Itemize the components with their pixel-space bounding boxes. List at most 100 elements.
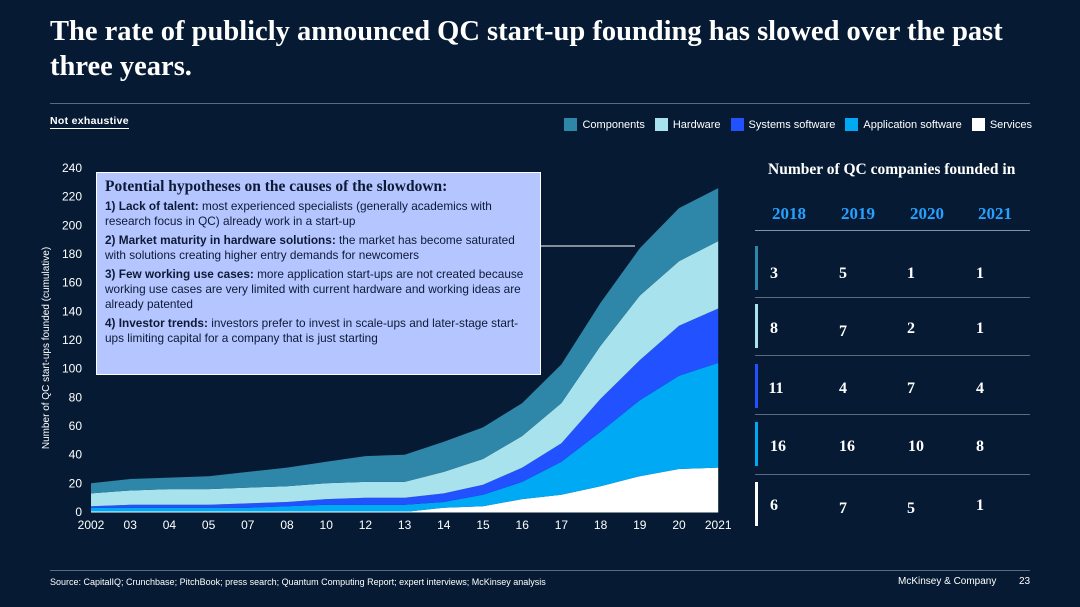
area-layer: [91, 188, 719, 512]
hypothesis-item: 2) Market maturity in hardware solutions…: [105, 233, 532, 263]
table-cell: 3: [770, 265, 778, 282]
hypothesis-text: more application start-ups are not creat…: [105, 267, 524, 311]
y-tick-label: 60: [69, 419, 83, 433]
y-tick-label: 140: [62, 304, 82, 318]
area-series-components: [91, 188, 719, 494]
x-tick-label: 20: [672, 518, 686, 532]
row-color-bar-services: [755, 482, 758, 526]
y-tick-label: 160: [62, 276, 82, 290]
side-table-title: Number of QC companies founded in: [768, 161, 1016, 178]
y-tick-label: 180: [62, 247, 82, 261]
table-cell: 6: [770, 497, 778, 514]
x-tick-label: 12: [359, 518, 373, 532]
hypothesis-heading: 4) Investor trends:: [105, 316, 208, 330]
table-cell: 16: [770, 438, 786, 455]
x-tick-label: 15: [476, 518, 490, 532]
y-tick-label: 40: [69, 448, 83, 462]
y-tick-label: 20: [69, 476, 83, 490]
area-series-application-software: [91, 362, 719, 512]
x-tick-label: 13: [398, 518, 412, 532]
x-tick-label: 17: [555, 518, 569, 532]
table-cell: 7: [839, 500, 847, 517]
legend-label: Application software: [863, 118, 962, 131]
hypothesis-heading: 1) Lack of talent:: [105, 199, 199, 213]
area-series-hardware: [91, 241, 719, 507]
hypothesis-item: 1) Lack of talent: most experienced spec…: [105, 199, 532, 229]
side-table-header-rule: [755, 230, 1030, 231]
table-cell: 7: [839, 323, 847, 340]
x-tick-label: 18: [594, 518, 608, 532]
table-cell: 5: [839, 265, 847, 282]
legend-swatch: [971, 118, 985, 131]
legend-item-hardware: Hardware: [654, 118, 721, 131]
x-tick-label: 2021: [705, 518, 732, 532]
row-color-bar-components: [755, 246, 758, 290]
area-series-systems-software: [91, 308, 719, 508]
legend-swatch: [730, 118, 744, 131]
legend-item-application-software: Application software: [845, 118, 962, 131]
axis-layer: 0 20 40 60 80 100 120 140 160 180 200 220 240 2002 03 0…: [41, 161, 732, 532]
table-cell: 7: [907, 380, 915, 397]
year-header-2019: 2019: [841, 204, 875, 223]
source-note: Source: CapitalIQ; Crunchbase; PitchBook…: [50, 577, 546, 587]
title-divider: [50, 103, 1030, 104]
legend-label: Hardware: [672, 118, 721, 131]
y-tick-label: 240: [62, 161, 82, 175]
hypothesis-item: 4) Investor trends: investors prefer to …: [105, 316, 532, 346]
y-tick-label: 220: [62, 190, 82, 204]
table-cell: 1: [976, 497, 984, 514]
table-cell: 8: [770, 320, 778, 337]
footer-divider: [50, 570, 1030, 571]
year-header-2018: 2018: [772, 204, 806, 223]
legend-item-components: Components: [564, 118, 645, 131]
legend-label: Components: [582, 118, 645, 131]
year-header-2021: 2021: [978, 204, 1012, 223]
x-tick-label: 04: [163, 518, 177, 532]
legend-swatch: [845, 118, 859, 131]
y-tick-label: 100: [62, 362, 82, 376]
legend-item-services: Services: [971, 118, 1032, 131]
y-tick-label: 120: [62, 333, 82, 347]
legend-label: Services: [989, 118, 1032, 131]
table-cell: 1: [907, 265, 915, 282]
y-axis-title: Number of QC start-ups founded (cumulati…: [41, 247, 52, 449]
legend-label: Systems software: [748, 118, 836, 131]
legend-swatch: [564, 118, 578, 131]
area-series-services: [91, 467, 719, 512]
hypotheses-callout: Potential hypotheses on the causes of th…: [96, 172, 541, 375]
stacked-area-chart: 0 20 40 60 80 100 120 140 160 180 200 220 240 2002 03 0…: [41, 161, 732, 532]
table-cell: 2: [907, 320, 915, 337]
x-tick-label: 07: [241, 518, 255, 532]
hypothesis-text: most experienced specialists (generally …: [105, 199, 492, 228]
x-tick-label: 16: [516, 518, 530, 532]
table-cell: 4: [976, 380, 984, 397]
row-color-bar-hardware: [755, 304, 758, 348]
y-tick-label: 200: [62, 218, 82, 232]
legend-swatch: [654, 118, 668, 131]
x-tick-label: 2002: [78, 518, 105, 532]
x-tick-label: 10: [320, 518, 334, 532]
row-color-bar-application-software: [755, 422, 758, 466]
side-table-row-rule: [755, 474, 1030, 475]
hypotheses-title: Potential hypotheses on the causes of th…: [105, 178, 448, 195]
chart-legend: Components Hardware Systems software App…: [554, 118, 1032, 131]
table-cell: 16: [839, 438, 855, 455]
not-exhaustive-note: Not exhaustive: [50, 115, 129, 129]
legend-item-systems-software: Systems software: [730, 118, 836, 131]
x-tick-label: 05: [202, 518, 216, 532]
side-table-row-rule: [755, 355, 1030, 356]
hypothesis-text: the market has become saturated with sol…: [105, 233, 515, 262]
hypothesis-heading: 3) Few working use cases:: [105, 267, 254, 281]
x-tick-label: 19: [633, 518, 647, 532]
hypothesis-heading: 2) Market maturity in hardware solutions…: [105, 233, 336, 247]
x-tick-label: 08: [280, 518, 294, 532]
page-number: 23: [1019, 576, 1031, 587]
table-cell: 5: [907, 500, 915, 517]
company-name: McKinsey & Company: [898, 576, 997, 587]
year-header-2020: 2020: [910, 204, 944, 223]
page-title: The rate of publicly announced QC start-…: [50, 16, 1003, 82]
side-table-row-rule: [755, 297, 1030, 298]
hypothesis-item: 3) Few working use cases: more applicati…: [105, 267, 532, 312]
x-tick-label: 03: [124, 518, 138, 532]
table-cell: 1: [976, 320, 984, 337]
